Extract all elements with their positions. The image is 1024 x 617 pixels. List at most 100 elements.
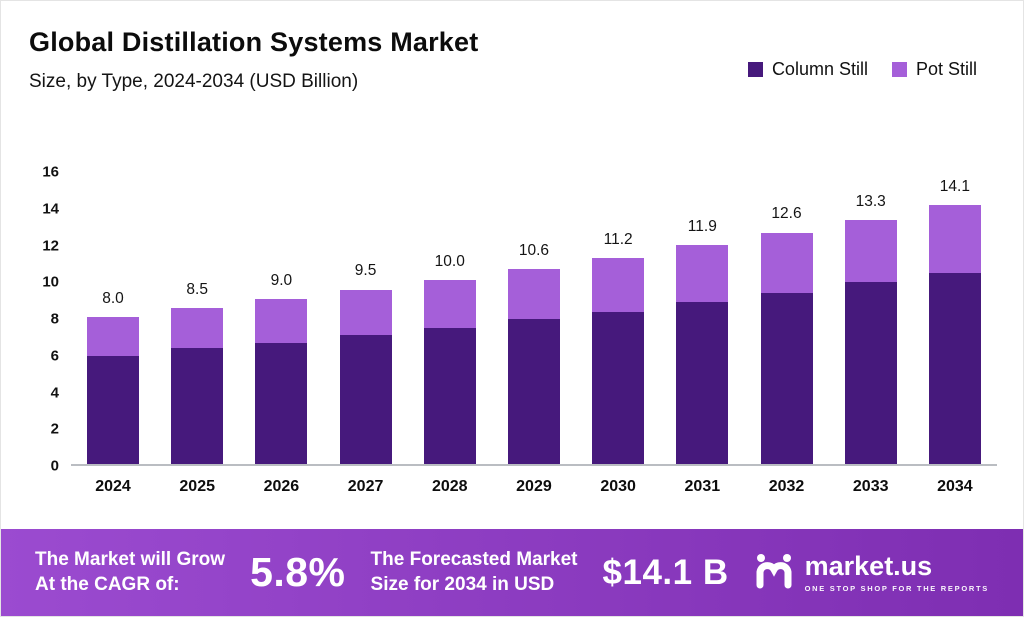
bar-stack-2027 [339, 289, 392, 464]
cagr-label-line1: The Market will Grow [35, 548, 226, 570]
y-axis-label-2: 2 [50, 420, 59, 438]
brand-block: market.us ONE STOP SHOP FOR THE REPORTS [754, 550, 989, 595]
bar-segment-pot-still [423, 280, 476, 328]
legend-item-pot-still: Pot Still [891, 59, 977, 80]
brand-tagline: ONE STOP SHOP FOR THE REPORTS [804, 583, 989, 593]
brand-name: market.us [804, 550, 933, 581]
bar-stack-2031 [676, 245, 729, 464]
total-label-2027: 9.5 [354, 262, 377, 280]
y-axis-label-14: 14 [42, 200, 59, 218]
y-axis-label-16: 16 [42, 163, 59, 181]
bar-group-2032: 12.6 2032 [760, 172, 813, 495]
total-label-2028: 10.0 [434, 253, 465, 271]
bar-segment-pot-still [928, 204, 981, 273]
legend-swatch-pot-still [891, 62, 907, 77]
bar-segment-pot-still [255, 298, 308, 343]
forecast-label: The Forecasted Market Size for 2034 in U… [371, 548, 578, 597]
bar-stack-2030 [592, 258, 645, 464]
bar-group-2024: 8.0 2024 [87, 172, 139, 495]
y-axis-label-12: 12 [42, 237, 59, 254]
legend-label-pot-still: Pot Still [915, 59, 977, 79]
cagr-value: 5.8% [250, 549, 346, 595]
forecast-label-line1: The Forecasted Market [370, 548, 578, 570]
bar-segment-column-still [339, 335, 392, 464]
bar-segment-column-still [507, 318, 560, 464]
total-label-2030: 11.2 [603, 231, 633, 249]
bar-group-2027: 9.5 2027 [339, 172, 392, 495]
x-axis-label-2034: 2034 [937, 478, 973, 495]
bar-segment-column-still [255, 342, 308, 464]
total-label-2032: 12.6 [771, 205, 802, 223]
x-axis-label-2030: 2030 [600, 478, 636, 495]
bar-segment-pot-still [592, 258, 645, 312]
total-label-2026: 9.0 [270, 271, 293, 289]
bar-segment-column-still [760, 293, 813, 464]
y-axis-label-10: 10 [42, 273, 59, 291]
total-label-2033: 13.3 [855, 192, 886, 210]
bar-segment-pot-still [507, 269, 560, 319]
total-label-2025: 8.5 [186, 280, 208, 298]
bar-group-2033: 13.3 2033 [844, 172, 897, 495]
bar-segment-pot-still [844, 219, 897, 283]
y-axis-label-6: 6 [50, 347, 59, 365]
chart-header: Global Distillation Systems Market Size,… [1, 1, 1023, 93]
chart-area: 0 2 4 6 8 10 12 14 16 8.0 2024 8.5 2025 9.0 2026 9.5 20… [25, 164, 997, 495]
y-axis-label-0: 0 [50, 457, 59, 475]
total-label-2034: 14.1 [939, 177, 970, 195]
banner: The Market will Grow At the CAGR of: 5.8… [1, 529, 1023, 616]
brand-text: market.us ONE STOP SHOP FOR THE REPORTS [804, 550, 989, 593]
chart-subtitle: Size, by Type, 2024-2034 (USD Billion) [29, 71, 359, 92]
bar-segment-column-still [592, 311, 645, 464]
bar-stack-2024 [87, 317, 139, 464]
x-axis-label-2025: 2025 [179, 478, 215, 495]
y-axis: 0 2 4 6 8 10 12 14 16 [25, 164, 71, 475]
total-label-2024: 8.0 [102, 290, 124, 307]
bar-segment-pot-still [339, 289, 392, 336]
legend-label-column-still: Column Still [771, 59, 868, 79]
legend: Column Still Pot Still [747, 59, 977, 80]
bar-segment-column-still [87, 355, 139, 464]
bar-segment-column-still [844, 282, 897, 464]
bar-segment-pot-still [760, 232, 813, 294]
forecast-value: $14.1 B [602, 552, 729, 592]
x-axis-label-2032: 2032 [768, 478, 805, 495]
bar-segment-pot-still [171, 307, 224, 349]
bar-segment-column-still [171, 348, 224, 464]
total-label-2029: 10.6 [518, 242, 550, 260]
x-axis-label-2026: 2026 [263, 478, 300, 495]
market-us-logo-icon [754, 550, 794, 595]
bar-group-2028: 10.0 2028 [423, 172, 476, 495]
bar-group-2031: 11.9 2031 [676, 172, 729, 495]
bar-stack-2033 [844, 219, 897, 464]
forecast-label-line2: Size for 2034 in USD [370, 573, 555, 595]
x-axis-label-2029: 2029 [516, 478, 552, 495]
bar-group-2029: 10.6 2029 [507, 172, 560, 495]
chart-title: Global Distillation Systems Market [29, 27, 479, 57]
bar-segment-pot-still [87, 317, 139, 356]
bar-stack-2025 [171, 307, 224, 464]
bar-group-2030: 11.2 2030 [592, 172, 645, 495]
bar-segment-column-still [928, 272, 981, 464]
x-axis-label-2027: 2027 [347, 478, 384, 495]
y-axis-label-8: 8 [50, 310, 59, 328]
total-label-2031: 11.9 [687, 218, 717, 236]
cagr-label-line2: At the CAGR of: [35, 573, 180, 595]
x-axis-label-2024: 2024 [95, 478, 131, 495]
bar-stack-2034 [928, 204, 981, 464]
x-axis-label-2033: 2033 [852, 478, 889, 495]
bar-group-2025: 8.5 2025 [171, 172, 224, 495]
bar-segment-pot-still [676, 245, 729, 303]
cagr-label: The Market will Grow At the CAGR of: [35, 548, 225, 597]
bar-group-2034: 14.1 2034 [928, 172, 981, 495]
bar-stack-2026 [255, 298, 308, 464]
bar-stack-2029 [507, 269, 560, 464]
plot-area: 8.0 2024 8.5 2025 9.0 2026 9.5 2027 10.0 2028 10.6… [71, 172, 997, 495]
bar-stack-2028 [423, 280, 476, 464]
bar-stack-2032 [760, 232, 813, 464]
x-axis-label-2028: 2028 [431, 478, 468, 495]
bar-segment-column-still [423, 328, 476, 464]
legend-item-column-still: Column Still [747, 59, 868, 80]
y-axis-label-4: 4 [50, 384, 59, 401]
bar-group-2026: 9.0 2026 [255, 172, 308, 495]
